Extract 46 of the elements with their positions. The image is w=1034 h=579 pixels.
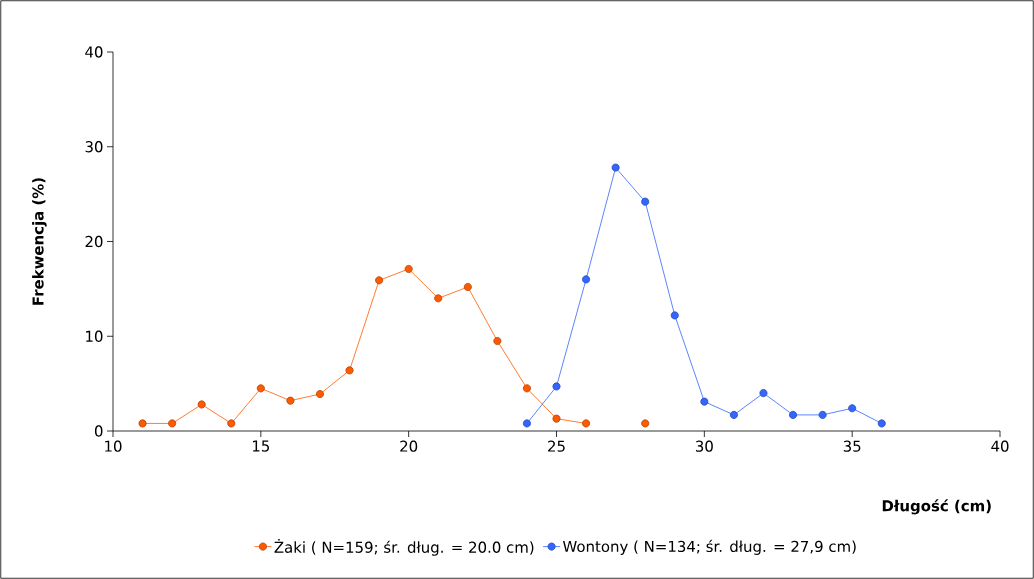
y-tick-label: 30	[85, 141, 103, 153]
legend-label: Wontony ( N=134; śr. dług. = 27,9 cm)	[562, 539, 856, 555]
x-tick-label: 30	[695, 440, 713, 452]
point	[256, 384, 265, 393]
y-tick-label: 10	[86, 330, 103, 342]
x-tick-label: 10	[105, 440, 122, 452]
x-tick-label: 15	[252, 440, 270, 452]
x-tick-label: 25	[548, 440, 565, 452]
point	[315, 390, 324, 399]
point	[670, 311, 679, 320]
point	[848, 404, 857, 413]
point	[641, 419, 650, 428]
point	[227, 419, 236, 428]
y-tick-label: 40	[85, 46, 103, 58]
point	[493, 336, 502, 345]
x-tick-label: 20	[400, 440, 418, 452]
y-tick-label: 0	[94, 425, 103, 437]
point	[582, 419, 591, 428]
point	[286, 396, 295, 405]
y-tick-label: 20	[85, 235, 103, 248]
point	[375, 276, 384, 285]
point	[700, 397, 709, 406]
point	[877, 419, 886, 428]
point	[552, 414, 561, 423]
point	[522, 419, 531, 428]
point	[197, 400, 206, 409]
point	[611, 163, 620, 172]
x-tick-label: 40	[991, 440, 1009, 452]
point	[759, 389, 768, 398]
point	[789, 410, 798, 419]
point	[168, 419, 177, 428]
point	[522, 384, 531, 393]
point	[818, 410, 827, 419]
x-tick-label: 35	[843, 440, 861, 452]
point	[404, 264, 413, 273]
legend-label: Żaki ( N=159; śr. dług. = 20.0 cm)	[274, 539, 534, 556]
point	[552, 382, 561, 391]
point	[582, 275, 591, 284]
x-axis-title: Długość (cm)	[882, 499, 991, 515]
point	[463, 282, 472, 291]
point	[434, 294, 443, 303]
point	[641, 197, 650, 206]
point	[345, 366, 354, 375]
point	[729, 410, 738, 419]
point	[138, 419, 147, 428]
y-axis-title: Frekwencja (%)	[32, 178, 47, 305]
